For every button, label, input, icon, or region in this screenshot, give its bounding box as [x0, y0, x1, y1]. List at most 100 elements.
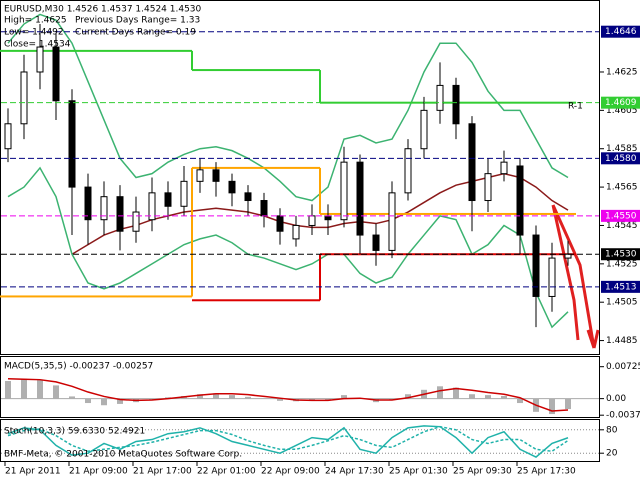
candle-body [292, 224, 300, 240]
histogram-bar [101, 398, 107, 406]
y-tick-label: 1.4525 [606, 259, 638, 269]
histogram-bar [245, 396, 251, 399]
candle-body [340, 161, 348, 221]
histogram-bar [85, 398, 91, 404]
y-tick-label: 0.00 [606, 394, 626, 404]
candle-body [516, 165, 524, 236]
info-label: Previous Days Range= 1.33 [75, 16, 200, 26]
price-level-label: 1.4530 [605, 250, 637, 260]
candle-body [564, 253, 572, 259]
candle-body [276, 215, 284, 232]
candle-body [116, 196, 124, 232]
price-level-label: 1.4646 [605, 27, 637, 37]
candle-body [68, 100, 76, 188]
indicator-line [7, 166, 569, 329]
histogram-bar [325, 398, 331, 400]
main-panel [0, 0, 600, 355]
x-tick-label: 22 Apr 01:00 [197, 467, 256, 477]
x-tick-label: 22 Apr 09:00 [261, 467, 320, 477]
copyright: BMF-Meta, © 2001-2010 MetaQuotes Softwar… [4, 450, 242, 460]
candle-body [260, 200, 268, 217]
histogram-bar [277, 398, 283, 401]
histogram-bar [53, 385, 59, 399]
y-tick-label: 80 [606, 425, 618, 435]
price-level-tag [601, 209, 640, 222]
panel-title: MACD(5,35,5) -0.00237 -0.00257 [4, 362, 153, 372]
histogram-bar [309, 398, 315, 401]
info-label: Close= 1.4534 [4, 40, 71, 50]
candle-body [148, 192, 156, 221]
histogram-bar [517, 398, 523, 404]
candle-body [372, 234, 380, 251]
candle-body [212, 169, 220, 182]
x-tick-label: 21 Apr 17:00 [133, 467, 192, 477]
histogram-bar [69, 396, 75, 399]
histogram-bar [469, 394, 475, 399]
candle-body [244, 192, 252, 202]
histogram-bar [5, 381, 11, 399]
candle-body [100, 196, 108, 221]
candle-body [196, 169, 204, 182]
histogram-bar [389, 398, 395, 400]
candle-body [308, 215, 316, 226]
candle-body [164, 192, 172, 207]
histogram-bar [117, 398, 123, 404]
price-level-tag [601, 152, 640, 165]
candle-body [356, 161, 364, 236]
x-tick-label: 25 Apr 09:30 [453, 467, 512, 477]
histogram-bar [453, 387, 459, 399]
candle-body [500, 161, 508, 175]
histogram-bar [213, 393, 219, 399]
drawn-arrow [551, 204, 600, 349]
panel-title: Stoch(10,3,3) 59.6330 52.4921 [4, 427, 145, 437]
candle-body [388, 192, 396, 251]
macd-panel [0, 356, 600, 418]
info-label: Low= 1.4492 [4, 28, 64, 38]
candle-body [4, 123, 12, 150]
y-tick-label: 0.00725 [606, 362, 640, 372]
candle-body [532, 234, 540, 297]
candle-body [420, 109, 428, 150]
candle-body [468, 123, 476, 202]
x-tick-label: 21 Apr 2011 [5, 467, 61, 477]
candle-body [484, 173, 492, 202]
histogram-bar [229, 395, 235, 399]
y-tick-label: 1.4625 [606, 67, 638, 77]
candle-body [548, 257, 556, 297]
indicator-line [7, 13, 569, 202]
histogram-bar [485, 395, 491, 399]
histogram-bar [341, 395, 347, 399]
candle-body [324, 215, 332, 221]
y-tick-label: 1.4505 [606, 298, 638, 308]
x-tick-label: 25 Apr 01:30 [389, 467, 448, 477]
y-tick-label: 20 [606, 449, 618, 459]
indicator-line [7, 378, 569, 412]
histogram-bar [437, 386, 443, 399]
price-level-label: 1.4580 [605, 154, 637, 164]
info-label: R-1 [568, 102, 583, 112]
y-tick-label: 1.4585 [606, 144, 638, 154]
y-tick-label: 1.4565 [606, 183, 638, 193]
candle-body [228, 180, 236, 194]
y-tick-label: 1.4545 [606, 221, 638, 231]
price-level-tag [601, 25, 640, 38]
y-tick-label: -0.00376 [606, 411, 640, 421]
candle-body [132, 211, 140, 232]
price-level-label: 1.4513 [605, 282, 637, 292]
y-tick-label: 1.4605 [606, 106, 638, 116]
histogram-bar [21, 378, 27, 399]
info-label: High= 1.4625 [4, 16, 67, 26]
price-level-tag [601, 280, 640, 293]
histogram-bar [405, 394, 411, 399]
y-tick-label: 1.4485 [606, 336, 638, 346]
info-label: Current Days Range= 0.19 [75, 28, 196, 38]
price-level-label: 1.4609 [605, 98, 637, 108]
indicator-line [7, 425, 569, 453]
x-tick-label: 25 Apr 17:30 [517, 467, 576, 477]
candle-body [404, 148, 412, 194]
candle-body [36, 46, 44, 73]
stoch-panel [0, 419, 600, 462]
candle-body [452, 84, 460, 125]
histogram-bar [197, 394, 203, 399]
